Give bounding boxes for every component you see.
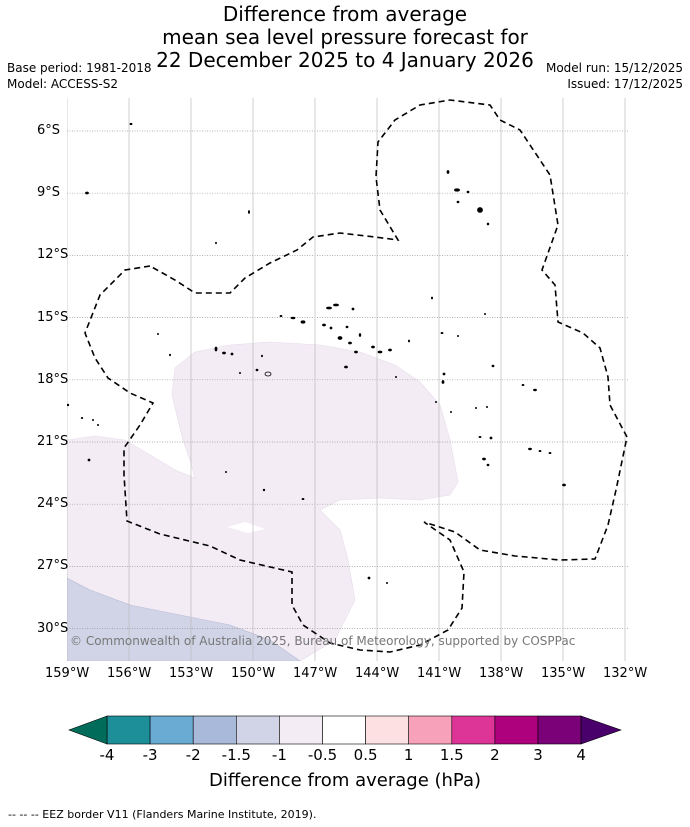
colorbar-swatch	[494, 715, 539, 745]
colorbar-tick-label: 0.5	[353, 746, 378, 764]
colorbar	[68, 715, 622, 745]
lon-label: 153°W	[169, 666, 214, 681]
lon-label: 132°W	[603, 666, 648, 681]
colorbar-tick-label: -1.5	[221, 746, 251, 764]
colorbar-tick-label: 4	[576, 746, 586, 764]
meta-right: Model run: 15/12/2025 Issued: 17/12/2025	[546, 60, 683, 92]
islands	[67, 122, 566, 585]
eez-border	[84, 99, 628, 653]
colorbar-swatch	[365, 715, 410, 745]
lat-label: 15°S	[37, 309, 69, 325]
colorbar-low-extend	[68, 715, 108, 745]
base-period: Base period: 1981-2018	[7, 61, 152, 75]
colorbar-swatch	[537, 715, 582, 745]
colorbar-tick-label: 3	[533, 746, 543, 764]
lat-label: 30°S	[37, 620, 69, 636]
anomaly-region-light	[67, 341, 459, 661]
title-line-1: Difference from average	[222, 2, 468, 26]
map-area	[67, 98, 629, 661]
model-name: Model: ACCESS-S2	[7, 77, 119, 91]
lat-label: 6°S	[37, 123, 61, 138]
colorbar-tick-label: -3	[142, 746, 158, 764]
colorbar-tick-label: -4	[99, 746, 115, 764]
grid-lines	[67, 98, 629, 661]
lat-label: 9°S	[37, 185, 61, 201]
colorbar-swatch	[279, 715, 323, 745]
lon-label: 141°W	[417, 666, 462, 681]
lon-label: 144°W	[355, 666, 400, 681]
footer-eez-note: -- -- -- EEZ border V11 (Flanders Marine…	[8, 808, 317, 821]
lat-label: 24°S	[37, 496, 69, 512]
colorbar-tick-label: 1.5	[439, 746, 464, 764]
lon-label: 150°W	[231, 666, 276, 681]
lon-label: 147°W	[293, 666, 338, 681]
lat-label: 21°S	[37, 434, 69, 449]
colorbar-high-extend	[580, 715, 622, 745]
anomaly-hole	[227, 522, 265, 533]
meta-left: Base period: 1981-2018 Model: ACCESS-S2	[7, 60, 152, 92]
lat-label: 27°S	[37, 558, 69, 574]
colorbar-label: Difference from average (hPa)	[208, 770, 482, 791]
colorbar-tick-label: 2	[490, 746, 500, 764]
colorbar-swatch	[451, 715, 496, 745]
colorbar-swatch	[106, 715, 151, 745]
lon-label: 159°W	[45, 666, 90, 681]
colorbar-tick-label: 1	[403, 746, 414, 764]
lon-label: 156°W	[107, 666, 152, 681]
colorbar-swatch	[408, 715, 453, 745]
colorbar-tick-label: -2	[185, 746, 201, 764]
issued-date: Issued: 17/12/2025	[567, 77, 683, 91]
model-run: Model run: 15/12/2025	[545, 61, 683, 75]
colorbar-tick-label: -0.5	[307, 746, 338, 764]
title-line-2: mean sea level pressure forecast for	[162, 25, 528, 49]
colorbar-swatch	[149, 715, 194, 745]
colorbar-swatch	[236, 715, 280, 745]
copyright-notice: © Commonwealth of Australia 2025, Bureau…	[70, 634, 576, 648]
lat-label: 18°S	[37, 371, 69, 387]
lon-label: 135°W	[541, 666, 586, 681]
title-line-3: 22 December 2025 to 4 January 2026	[156, 48, 534, 72]
anomaly-region-mid	[67, 577, 301, 661]
colorbar-swatch	[322, 715, 366, 745]
lat-label: 12°S	[37, 247, 69, 263]
colorbar-tick-label: -1	[271, 746, 287, 764]
colorbar-swatch	[192, 715, 237, 745]
lon-label: 138°W	[479, 666, 524, 681]
